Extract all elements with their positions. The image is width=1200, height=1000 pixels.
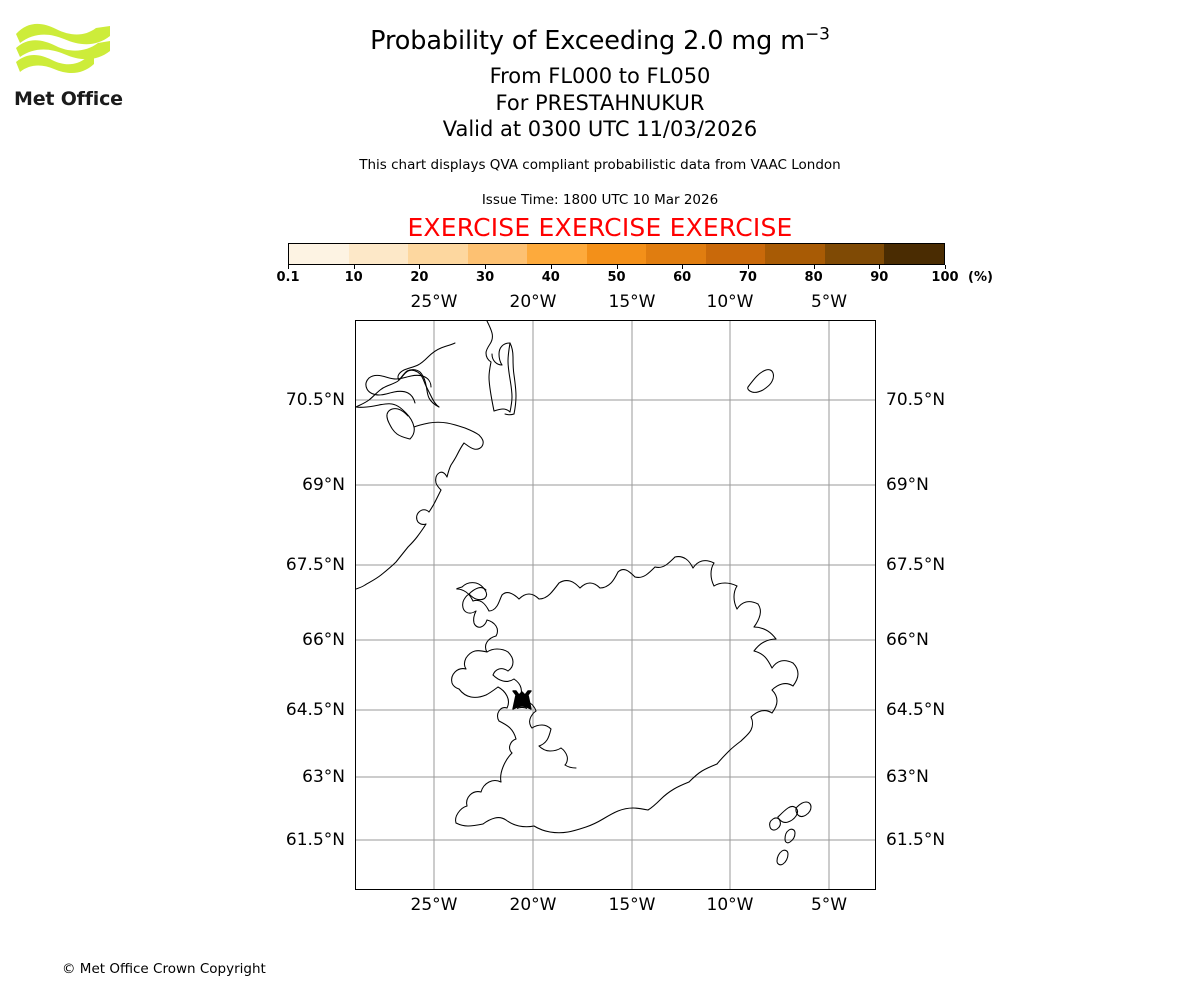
- colorbar-tick-label: 30: [476, 270, 495, 285]
- longitude-tick-label: 15°W: [608, 292, 656, 312]
- colorbar-tick-label: 100: [931, 270, 959, 285]
- colorbar-tick-label: 50: [607, 270, 626, 285]
- latitude-tick-label: 67.5°N: [285, 555, 345, 575]
- valid-time-subtitle: Valid at 0300 UTC 11/03/2026: [442, 117, 758, 141]
- colorbar-tick: [945, 265, 946, 269]
- location-subtitle: For PRESTAHNUKUR: [495, 91, 705, 115]
- colorbar-segment: [348, 244, 409, 264]
- volcano-marker-prestahnukur[interactable]: [512, 690, 532, 710]
- map-plot-area[interactable]: [355, 320, 876, 890]
- longitude-tick-label: 20°W: [509, 292, 557, 312]
- copyright-text: © Met Office Crown Copyright: [62, 961, 266, 977]
- colorbar-tick: [616, 265, 618, 269]
- colorbar-segment: [527, 244, 587, 264]
- colorbar-tick-label: 0.1: [276, 270, 300, 285]
- latitude-tick-label: 64.5°N: [285, 700, 345, 720]
- latitude-tick-label: 64.5°N: [886, 700, 946, 720]
- latitude-tick-label: 61.5°N: [285, 830, 345, 850]
- colorbar-tick-label: 60: [673, 270, 692, 285]
- map-canvas: [356, 321, 875, 889]
- latitude-tick-label: 66°N: [302, 630, 345, 650]
- colorbar-tick-label: 80: [804, 270, 823, 285]
- page-title-text: Probability of Exceeding 2.0 mg m: [370, 26, 805, 56]
- colorbar-segment: [467, 244, 528, 264]
- colorbar-tick-label: 10: [344, 270, 363, 285]
- colorbar-segment: [586, 244, 647, 264]
- colorbar-units-label: (%): [968, 270, 993, 285]
- page-title-exponent: −3: [804, 24, 830, 45]
- colorbar-tick: [419, 265, 421, 269]
- longitude-tick-label: 20°W: [509, 895, 557, 915]
- qva-compliance-note: This chart displays QVA compliant probab…: [359, 157, 841, 173]
- issue-time-text: Issue Time: 1800 UTC 10 Mar 2026: [481, 192, 719, 208]
- latitude-tick-label: 70.5°N: [285, 390, 345, 410]
- latitude-tick-label: 66°N: [886, 630, 929, 650]
- colorbar-tick-label: 90: [870, 270, 889, 285]
- colorbar-tick: [353, 265, 355, 269]
- colorbar-gradient: [288, 243, 945, 265]
- latitude-tick-label: 69°N: [886, 475, 929, 495]
- colorbar-tick: [747, 265, 749, 269]
- longitude-tick-label: 5°W: [810, 895, 848, 915]
- longitude-tick-label: 10°W: [706, 895, 754, 915]
- colorbar-tick-label: 20: [410, 270, 429, 285]
- exercise-banner: EXERCISE EXERCISE EXERCISE: [407, 213, 793, 242]
- latitude-tick-label: 70.5°N: [886, 390, 946, 410]
- met-office-logo: Met Office: [14, 20, 124, 115]
- colorbar-segment: [705, 244, 766, 264]
- colorbar-tick: [550, 265, 552, 269]
- probability-colorbar: 0.1 10 20 30 40 50 60 70 80 90 100: [276, 243, 959, 285]
- colorbar-segment: [408, 244, 468, 264]
- colorbar-segment: [765, 244, 825, 264]
- colorbar-tick: [485, 265, 487, 269]
- longitude-tick-label: 10°W: [706, 292, 754, 312]
- longitude-tick-label: 5°W: [810, 292, 848, 312]
- colorbar-tick-label: 40: [541, 270, 560, 285]
- met-office-wordmark: Met Office: [14, 88, 123, 110]
- coastline-paths: [356, 321, 812, 866]
- colorbar-segment: [646, 244, 706, 264]
- latitude-tick-label: 69°N: [302, 475, 345, 495]
- longitude-tick-label: 15°W: [608, 895, 656, 915]
- colorbar-tick: [288, 265, 289, 269]
- latitude-tick-label: 63°N: [302, 767, 345, 787]
- colorbar-tick-label: 70: [738, 270, 757, 285]
- colorbar-segment: [289, 244, 349, 264]
- latitude-tick-label: 67.5°N: [886, 555, 946, 575]
- longitude-tick-label: 25°W: [410, 895, 458, 915]
- colorbar-tick: [879, 265, 881, 269]
- colorbar-segment: [884, 244, 945, 264]
- flight-level-subtitle: From FL000 to FL050: [489, 64, 711, 88]
- colorbar-tick: [682, 265, 684, 269]
- colorbar-segment: [824, 244, 885, 264]
- latitude-tick-label: 63°N: [886, 767, 929, 787]
- met-office-waves-icon: [16, 23, 110, 74]
- page-title: Probability of Exceeding 2.0 mg m−3: [0, 26, 1200, 56]
- map-gridlines: [356, 321, 875, 889]
- latitude-tick-label: 61.5°N: [886, 830, 946, 850]
- colorbar-tick: [813, 265, 815, 269]
- longitude-tick-label: 25°W: [410, 292, 458, 312]
